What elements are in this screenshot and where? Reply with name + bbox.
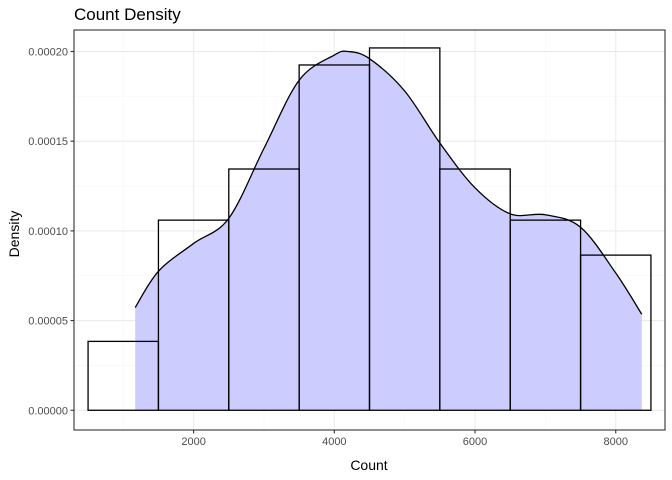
y-tick-label: 0.00015	[28, 136, 68, 148]
density-line	[134, 50, 643, 315]
histogram-bars	[87, 47, 652, 411]
x-tick-label: 8000	[604, 436, 628, 448]
y-tick-label: 0.00000	[28, 405, 68, 417]
y-axis-ticks: 0.00000 0.00005 0.00010 0.00015 0.00020	[28, 47, 74, 417]
density-area-fill	[135, 51, 642, 411]
x-tick-label: 2000	[181, 436, 205, 448]
y-tick-label: 0.00020	[28, 47, 68, 59]
chart-title: Count Density	[74, 5, 181, 24]
y-axis-title: Density	[6, 211, 22, 258]
panel-border	[73, 29, 666, 431]
x-axis-title: Count	[350, 457, 387, 473]
histogram-bar	[579, 254, 652, 411]
x-tick-label: 4000	[322, 436, 346, 448]
x-tick-label: 6000	[463, 436, 487, 448]
density-area	[135, 51, 642, 411]
x-axis-ticks: 2000 4000 6000 8000	[181, 430, 628, 448]
y-tick-label: 0.00010	[28, 226, 68, 238]
density-curve	[134, 50, 643, 315]
y-tick-label: 0.00005	[28, 316, 68, 328]
